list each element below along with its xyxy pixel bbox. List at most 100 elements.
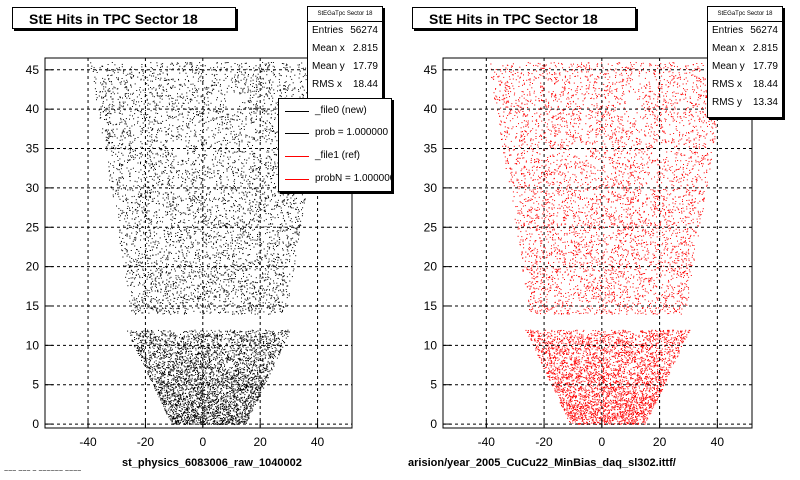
data-point xyxy=(154,164,156,166)
data-point xyxy=(176,105,178,107)
data-point xyxy=(253,288,255,290)
data-point xyxy=(146,130,148,132)
data-point xyxy=(175,358,177,360)
data-point xyxy=(228,254,230,256)
data-point xyxy=(179,221,181,223)
data-point xyxy=(267,66,269,68)
data-point xyxy=(172,393,174,395)
data-point xyxy=(129,209,131,211)
data-point xyxy=(238,363,240,365)
data-point xyxy=(191,379,193,381)
data-point xyxy=(135,217,137,219)
data-point xyxy=(187,407,189,409)
data-point xyxy=(238,354,240,356)
data-point xyxy=(232,339,234,341)
data-point xyxy=(266,307,268,308)
data-point xyxy=(251,117,253,119)
data-point xyxy=(153,366,155,367)
data-point xyxy=(180,340,182,342)
data-point xyxy=(164,293,166,295)
data-point xyxy=(235,80,237,82)
data-point xyxy=(241,368,243,370)
data-point xyxy=(170,401,172,403)
data-point xyxy=(222,385,223,387)
data-point xyxy=(162,354,164,356)
data-point xyxy=(281,212,283,214)
data-point xyxy=(178,258,180,259)
data-point xyxy=(159,394,161,396)
data-point xyxy=(134,154,136,156)
data-point xyxy=(253,343,255,345)
data-point xyxy=(142,293,144,295)
data-point xyxy=(221,118,223,120)
data-point xyxy=(212,367,213,369)
data-point xyxy=(137,203,139,205)
data-point xyxy=(167,381,169,383)
data-point xyxy=(130,334,132,336)
data-point xyxy=(112,151,114,153)
data-point xyxy=(161,332,163,334)
data-point xyxy=(255,334,257,336)
data-point xyxy=(138,94,140,96)
data-point xyxy=(238,192,240,194)
data-point xyxy=(237,347,239,349)
data-point xyxy=(163,373,165,375)
data-point xyxy=(272,208,274,210)
data-point xyxy=(218,129,220,131)
data-point xyxy=(286,64,288,66)
data-point xyxy=(244,230,246,232)
data-point xyxy=(139,228,141,229)
data-point xyxy=(206,412,208,414)
data-point xyxy=(164,199,166,201)
data-point xyxy=(239,413,241,415)
data-point xyxy=(146,215,147,217)
data-point xyxy=(252,182,254,184)
data-point xyxy=(242,225,244,227)
data-point xyxy=(224,122,225,124)
data-point xyxy=(241,414,243,416)
data-point xyxy=(159,73,161,75)
data-point xyxy=(259,332,261,334)
data-point xyxy=(253,137,255,139)
data-point xyxy=(122,250,124,252)
data-point xyxy=(142,356,144,358)
data-point xyxy=(169,401,171,402)
data-point xyxy=(228,359,230,361)
data-point xyxy=(161,375,163,377)
data-point xyxy=(209,355,211,357)
data-point xyxy=(282,346,284,348)
data-point xyxy=(189,423,191,425)
data-point xyxy=(100,112,102,114)
data-point xyxy=(157,389,159,391)
data-point xyxy=(118,106,120,108)
data-point xyxy=(169,290,171,292)
data-point xyxy=(232,311,234,313)
data-point xyxy=(207,384,209,386)
data-point xyxy=(185,351,187,353)
data-point xyxy=(251,304,253,306)
data-point xyxy=(252,121,254,123)
data-point xyxy=(129,210,131,211)
data-point xyxy=(116,123,118,125)
data-point xyxy=(168,153,170,155)
data-point xyxy=(194,365,196,367)
data-point xyxy=(232,302,234,304)
data-point xyxy=(191,178,193,180)
data-point xyxy=(210,209,212,211)
data-point xyxy=(161,248,163,250)
data-point xyxy=(258,91,260,93)
data-point xyxy=(227,387,229,389)
data-point xyxy=(198,202,200,203)
data-point xyxy=(233,91,235,93)
data-point xyxy=(233,415,235,417)
data-point xyxy=(133,311,135,313)
data-point xyxy=(260,120,262,122)
data-point xyxy=(176,379,178,381)
data-point xyxy=(262,336,264,338)
data-point xyxy=(265,94,267,96)
data-point xyxy=(226,359,228,360)
data-point xyxy=(270,297,272,299)
data-point xyxy=(204,154,206,155)
data-point xyxy=(130,302,132,304)
data-point xyxy=(244,72,246,74)
